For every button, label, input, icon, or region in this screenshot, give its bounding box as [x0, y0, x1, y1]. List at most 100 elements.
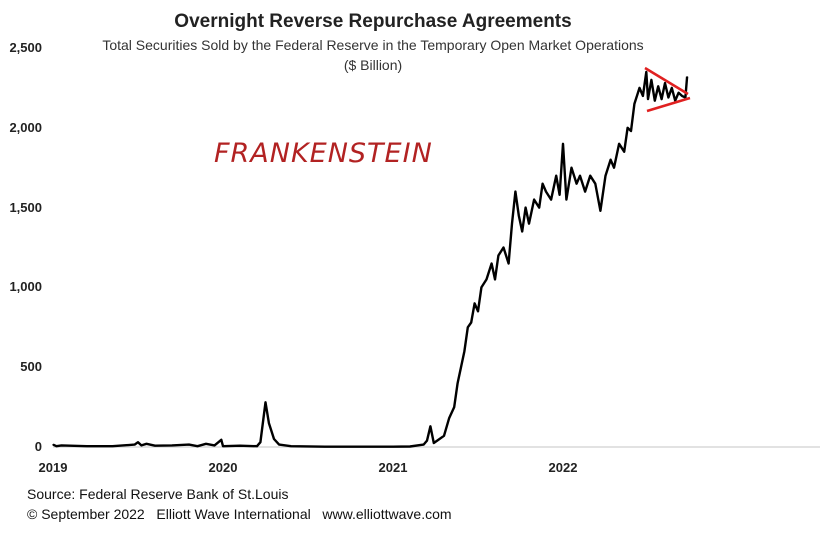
upper-trendline — [644, 66, 689, 96]
data-point — [623, 151, 625, 153]
data-point — [429, 425, 431, 427]
data-point — [485, 278, 488, 281]
data-point — [610, 159, 612, 161]
chart-units: ($ Billion) — [343, 57, 403, 73]
data-point — [630, 130, 632, 132]
x-tick-label: 2020 — [208, 460, 238, 475]
data-point — [525, 207, 527, 209]
y-tick-label: 0 — [34, 439, 42, 454]
data-point — [134, 444, 136, 446]
y-tick-label: 500 — [20, 359, 42, 375]
data-point — [657, 85, 659, 87]
data-point — [550, 199, 552, 201]
data-point — [508, 262, 510, 265]
data-point — [565, 199, 568, 201]
data-point — [278, 444, 280, 446]
data-point — [642, 95, 644, 97]
data-point — [667, 96, 670, 99]
data-point — [140, 444, 142, 447]
data-point — [576, 183, 578, 185]
data-point — [661, 98, 663, 100]
data-point — [650, 79, 653, 81]
x-tick-label: 2022 — [548, 460, 578, 475]
data-point — [613, 167, 615, 169]
y-tick-label: 1,000 — [9, 279, 42, 295]
data-point — [559, 194, 561, 196]
data-point — [264, 401, 267, 403]
data-point — [470, 321, 472, 324]
data-point — [196, 445, 199, 447]
data-point — [154, 445, 156, 447]
data-point — [671, 87, 673, 89]
data-point — [654, 100, 656, 102]
data-point — [681, 95, 683, 97]
data-point — [618, 143, 620, 145]
data-point — [514, 191, 517, 193]
data-point — [474, 302, 476, 304]
series-line — [52, 70, 689, 448]
data-point — [463, 350, 465, 352]
data-point — [521, 230, 523, 233]
data-point — [448, 417, 450, 419]
y-tick-label: 1,500 — [9, 199, 42, 215]
chart-subtitle: Total Securities Sold by the Federal Res… — [102, 37, 644, 53]
data-point — [220, 439, 222, 441]
frankenstein-annotation: FRANKENSTEIN — [214, 138, 433, 169]
data-point — [562, 143, 564, 145]
data-point — [674, 100, 676, 102]
data-point — [409, 445, 411, 448]
data-point — [436, 440, 438, 442]
data-point — [545, 191, 547, 193]
data-point — [684, 96, 687, 99]
data-point — [259, 441, 261, 443]
data-point — [188, 444, 190, 446]
x-tick-label: 2021 — [378, 460, 408, 475]
y-tick-label: 2,500 — [9, 40, 42, 55]
data-point — [538, 207, 540, 209]
data-point — [392, 446, 394, 448]
data-point — [52, 444, 54, 446]
data-point — [457, 382, 459, 384]
data-point — [426, 440, 428, 442]
data-point — [633, 103, 636, 105]
chart-title: Overnight Reverse Repurchase Agreements — [174, 11, 572, 32]
data-point — [497, 254, 499, 257]
data-point — [542, 183, 544, 185]
data-point — [511, 222, 513, 225]
data-point — [647, 98, 649, 100]
data-point — [423, 444, 425, 446]
data-point — [678, 92, 680, 94]
data-point — [491, 262, 493, 265]
data-point — [460, 366, 462, 368]
data-point — [638, 87, 641, 89]
data-point — [579, 175, 581, 177]
data-point — [137, 441, 139, 443]
data-point — [222, 445, 224, 447]
data-point — [533, 199, 535, 201]
data-point — [594, 183, 596, 185]
data-point — [599, 210, 602, 212]
data-point — [324, 446, 326, 448]
data-point — [570, 167, 573, 169]
data-point — [528, 222, 530, 225]
y-tick-label: 2,000 — [9, 119, 42, 135]
data-point — [467, 326, 469, 328]
data-point — [256, 445, 258, 447]
data-point — [273, 438, 275, 440]
data-point — [111, 445, 114, 447]
data-point — [86, 445, 88, 447]
x-tick-label: 2019 — [38, 460, 68, 475]
data-point — [477, 310, 479, 312]
data-point — [171, 444, 173, 447]
lower-trendline — [646, 96, 691, 113]
data-point — [494, 278, 496, 281]
data-point — [584, 191, 586, 193]
data-point — [239, 445, 241, 447]
data-point — [205, 443, 207, 445]
data-point — [268, 422, 270, 424]
data-point — [664, 82, 666, 84]
data-point — [589, 175, 591, 177]
data-point — [645, 71, 647, 73]
